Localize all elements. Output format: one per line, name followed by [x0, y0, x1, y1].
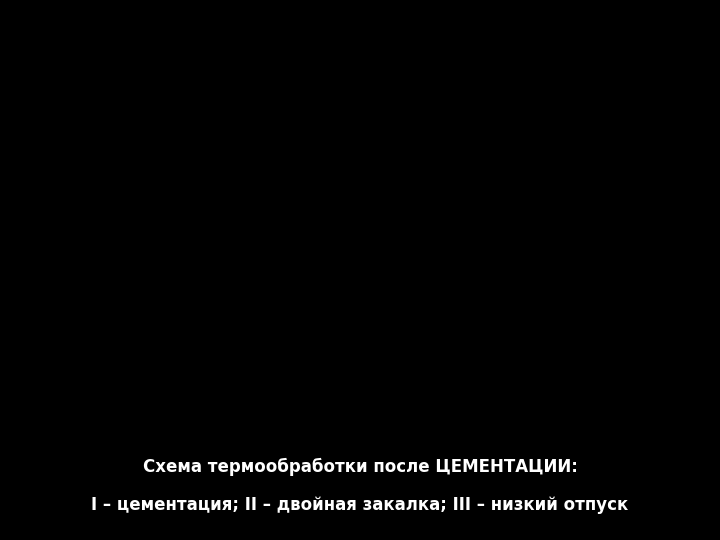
Text: $t$: $t$ [39, 0, 50, 17]
Text: $Ac$: $Ac$ [24, 128, 51, 147]
Text: $\tau$: $\tau$ [714, 427, 720, 447]
Text: $III$: $III$ [590, 209, 609, 229]
Text: $I$: $I$ [164, 36, 173, 60]
Text: Схема термообработки после ЦЕМЕНТАЦИИ:: Схема термообработки после ЦЕМЕНТАЦИИ: [143, 458, 577, 476]
Text: I – цементация; II – двойная закалка; III – низкий отпуск: I – цементация; II – двойная закалка; II… [91, 496, 629, 514]
Text: $II$: $II$ [405, 36, 420, 60]
